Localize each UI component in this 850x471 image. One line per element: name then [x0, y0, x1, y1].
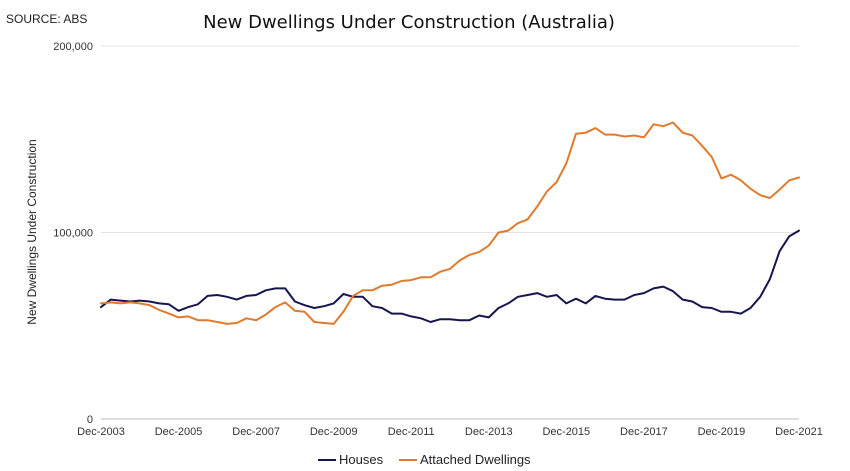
x-tick-label: Dec-2017: [620, 426, 668, 438]
legend-label-attached-dwellings: Attached Dwellings: [420, 452, 531, 467]
legend: Houses Attached Dwellings: [318, 452, 531, 467]
x-tick-labels: Dec-2003 Dec-2005 Dec-2007 Dec-2009 Dec-2011…: [77, 426, 823, 438]
x-tick-label: Dec-2021: [775, 426, 823, 438]
series-line-houses: [100, 229, 800, 323]
x-tick-label: Dec-2005: [155, 426, 203, 438]
y-tick-label: 100,000: [53, 228, 93, 240]
y-axis-label: New Dwellings Under Construction: [25, 139, 39, 324]
legend-label-houses: Houses: [339, 452, 384, 467]
gridlines: [101, 45, 799, 420]
x-tick-label: Dec-2019: [698, 426, 746, 438]
x-tick-label: Dec-2007: [232, 426, 280, 438]
chart-title: New Dwellings Under Construction (Austra…: [203, 12, 615, 33]
x-tick-label: Dec-2013: [465, 426, 513, 438]
x-tick-label: Dec-2009: [310, 426, 358, 438]
x-tick-label: Dec-2011: [388, 426, 435, 438]
y-tick-labels: 0 100,000 200,000: [53, 41, 93, 426]
x-tick-label: Dec-2015: [542, 426, 590, 438]
y-tick-label: 0: [87, 414, 93, 426]
series-line-attached-dwellings: [100, 121, 800, 325]
series-lines: [100, 121, 800, 325]
y-tick-label: 200,000: [53, 41, 93, 53]
x-tick-label: Dec-2003: [77, 426, 125, 438]
source-note: SOURCE: ABS: [6, 12, 88, 26]
